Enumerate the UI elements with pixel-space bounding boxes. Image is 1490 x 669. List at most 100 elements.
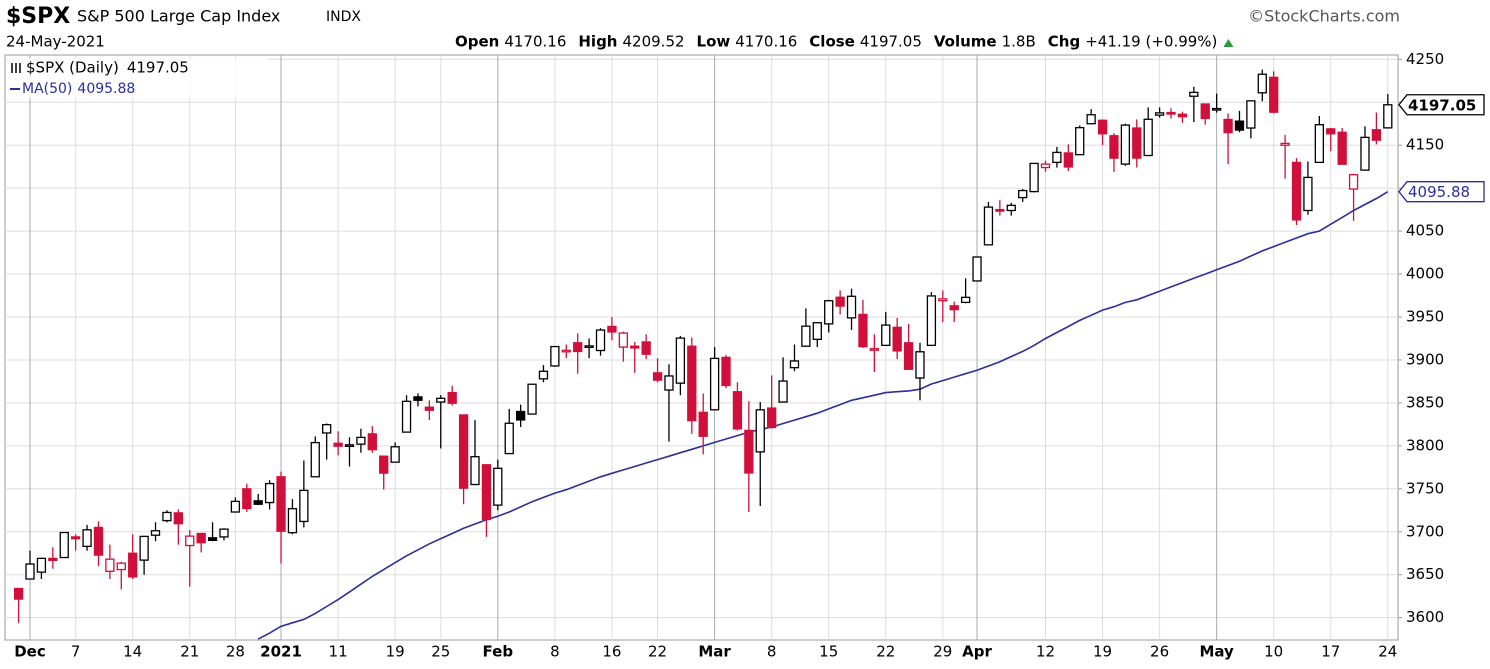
candle-body [835,296,845,307]
candle-body [105,558,115,572]
candle-body [1371,129,1382,141]
price-tag [1398,181,1485,203]
candle-body [59,531,69,559]
x-tick-label: 15 [819,643,838,661]
candle-body [1212,107,1222,111]
x-tick-label: Mar [698,643,731,661]
candle-body [264,482,275,504]
candle-body [1348,174,1359,190]
candle-body [664,375,674,391]
candle-body [299,489,309,523]
candle-body [550,345,560,367]
candle-body [1280,142,1290,146]
candle-body [744,429,754,474]
candle-body [1006,204,1016,212]
candle-body [1040,163,1051,169]
candle-body [470,456,480,486]
candle-body [36,557,47,573]
candle-body [1189,91,1199,97]
candle-body [25,563,35,580]
candle-body [983,206,994,246]
source: ©StockCharts.com [1248,7,1400,26]
candle-body [253,500,263,505]
candle-body [892,326,902,352]
header-value: 4170.16 [735,33,797,51]
candle-body [162,511,172,522]
candle-body [1154,112,1165,116]
header-label: Low [697,33,731,51]
candle-body [1177,113,1188,118]
candle-body [150,530,161,536]
x-tick-label: 28 [226,643,245,661]
candle-body [276,476,286,532]
x-tick-label: 7 [71,643,81,661]
x-tick-label: Dec [14,643,46,661]
candle-body [1063,152,1073,168]
ma-line [257,191,1389,640]
candle-body [185,535,195,547]
candle-body [310,441,320,478]
x-tick-label: 19 [386,643,405,661]
x-tick-label: 10 [1264,643,1283,661]
y-tick-label: 3800 [1406,436,1444,454]
candle-body [561,349,571,353]
candle-body [173,512,183,525]
candle-body [401,400,412,433]
candle-body [1326,128,1336,135]
x-tick-label: 11 [329,643,348,661]
legend-icon [11,63,21,73]
header-label: Chg [1048,33,1080,51]
candle-body [858,313,868,348]
candle-body [1052,151,1062,164]
candle-body [1314,124,1324,164]
candle-body [618,332,628,348]
candle-body [447,391,457,404]
candle-body [869,348,879,351]
header-values: Open 4170.16 High 4209.52 Low 4170.16 Close 419… [455,33,1234,51]
header-value: 1.8B [1002,33,1036,51]
y-tick-label: 3900 [1406,350,1444,368]
candle-body [824,300,834,325]
y-tick-label: 3650 [1406,565,1444,583]
candle-body [1269,76,1279,113]
legend-bg [8,58,268,98]
candle-body [481,464,492,521]
candle-body [48,557,58,562]
candle-body [630,345,640,349]
y-tick-label: 4250 [1406,50,1444,68]
price-tag-label: 4197.05 [1408,96,1476,114]
candle-body [972,256,982,282]
candle-body [641,341,651,355]
legend-label: MA(50) [22,81,72,97]
candle-body [93,526,104,556]
y-tick-label: 4150 [1406,136,1444,154]
header-label: High [578,33,617,51]
exchange: INDX [326,9,361,25]
x-tick-label: 29 [933,643,952,661]
candle-body [903,342,914,370]
candle-body [1360,136,1370,171]
candle-body [82,529,92,548]
candle-body [493,467,503,506]
candle-body [652,372,663,381]
candle-body [607,325,617,333]
candle-body [1097,119,1108,135]
candle-body [242,488,252,510]
x-tick-label: 19 [1093,643,1112,661]
candle-body [390,446,400,463]
y-tick-label: 3850 [1406,393,1444,411]
candle-body [413,396,423,401]
candle-body [915,351,925,379]
candle-body [1257,73,1267,94]
x-tick-label: 2021 [260,643,302,661]
x-tick-label: May [1199,643,1234,661]
candle-body [436,397,446,403]
y-tick-label: 3950 [1406,308,1444,326]
x-tick-label: 22 [876,643,895,661]
chart-subtitle: S&P 500 Large Cap Index [77,7,280,26]
candle-body [71,536,81,540]
candle-body [1018,189,1028,199]
candle-body [356,436,366,445]
candle-body [116,562,126,571]
